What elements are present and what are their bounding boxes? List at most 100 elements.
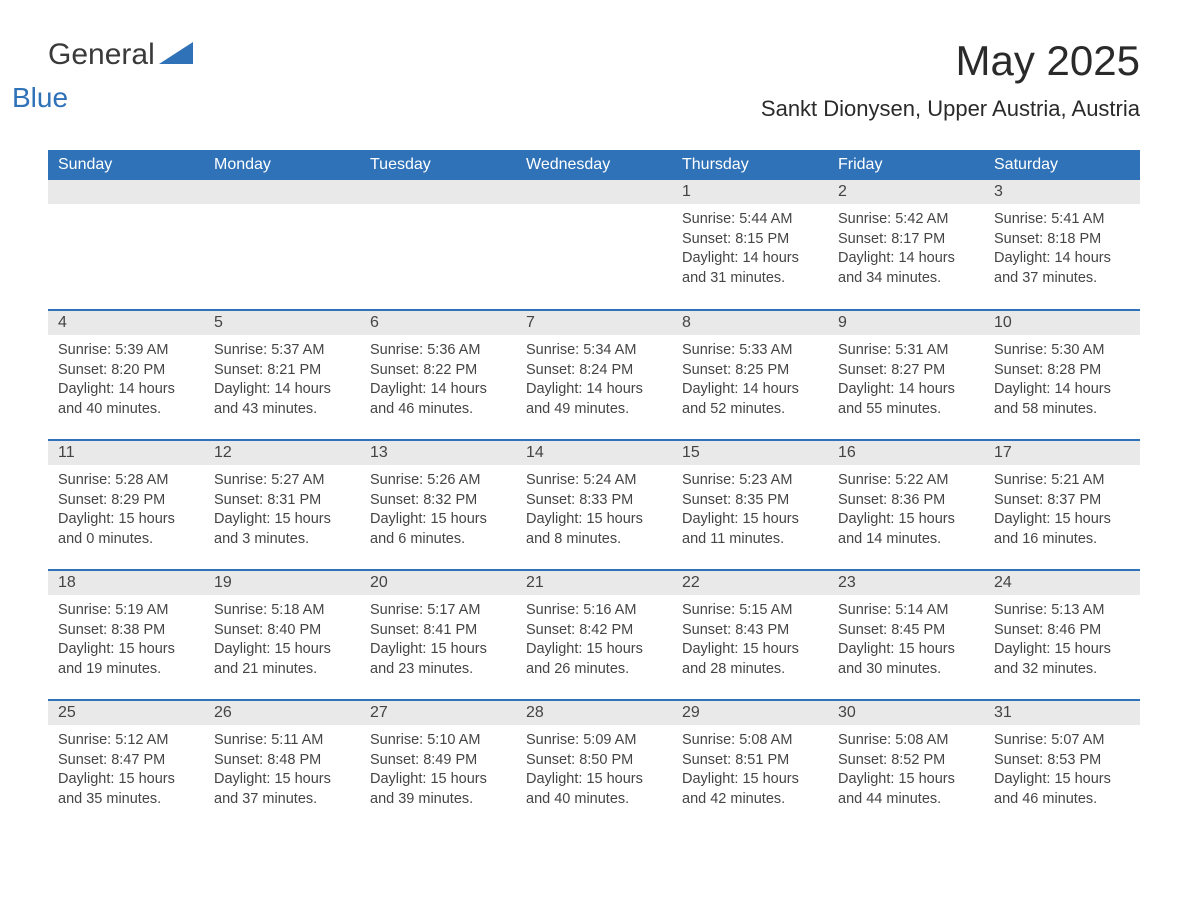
sunset-line: Sunset: 8:49 PM: [370, 751, 506, 771]
weekday-header-row: Sunday Monday Tuesday Wednesday Thursday…: [48, 150, 1140, 180]
daylight-line: Daylight: 14 hours and 43 minutes.: [214, 380, 350, 419]
day-number: 20: [360, 571, 516, 595]
sunrise-label: Sunrise:: [994, 211, 1051, 227]
weekday-header: Monday: [204, 150, 360, 180]
sunset-value: 8:17 PM: [891, 231, 945, 247]
sunrise-value: 5:33 AM: [739, 342, 792, 358]
sunrise-label: Sunrise:: [58, 472, 115, 488]
sunset-label: Sunset:: [682, 492, 735, 508]
sunset-line: Sunset: 8:45 PM: [838, 621, 974, 641]
sunset-line: Sunset: 8:51 PM: [682, 751, 818, 771]
daylight-line: Daylight: 15 hours and 28 minutes.: [682, 640, 818, 679]
sunrise-value: 5:16 AM: [583, 602, 636, 618]
sunset-label: Sunset:: [682, 752, 735, 768]
day-number: 2: [828, 180, 984, 204]
sunset-line: Sunset: 8:41 PM: [370, 621, 506, 641]
sunrise-label: Sunrise:: [838, 342, 895, 358]
daylight-line: Daylight: 14 hours and 34 minutes.: [838, 249, 974, 288]
day-details: Sunrise: 5:31 AMSunset: 8:27 PMDaylight:…: [828, 335, 984, 419]
sunrise-value: 5:34 AM: [583, 342, 636, 358]
sunset-line: Sunset: 8:47 PM: [58, 751, 194, 771]
day-number: 23: [828, 571, 984, 595]
sunset-line: Sunset: 8:38 PM: [58, 621, 194, 641]
calendar-day-cell: 23Sunrise: 5:14 AMSunset: 8:45 PMDayligh…: [828, 570, 984, 700]
sunset-label: Sunset:: [58, 752, 111, 768]
sunset-label: Sunset:: [994, 622, 1047, 638]
calendar-day-cell: 8Sunrise: 5:33 AMSunset: 8:25 PMDaylight…: [672, 310, 828, 440]
daylight-line: Daylight: 15 hours and 42 minutes.: [682, 770, 818, 809]
sunrise-label: Sunrise:: [370, 342, 427, 358]
daylight-label: Daylight:: [994, 771, 1054, 787]
sunrise-value: 5:41 AM: [1051, 211, 1104, 227]
day-number: 19: [204, 571, 360, 595]
day-number: 15: [672, 441, 828, 465]
sunset-value: 8:49 PM: [423, 752, 477, 768]
sunset-line: Sunset: 8:32 PM: [370, 491, 506, 511]
sunrise-line: Sunrise: 5:27 AM: [214, 471, 350, 491]
sunrise-value: 5:15 AM: [739, 602, 792, 618]
day-details: Sunrise: 5:16 AMSunset: 8:42 PMDaylight:…: [516, 595, 672, 679]
sunrise-line: Sunrise: 5:14 AM: [838, 601, 974, 621]
calendar-day-cell: 25Sunrise: 5:12 AMSunset: 8:47 PMDayligh…: [48, 700, 204, 830]
daylight-line: Daylight: 15 hours and 35 minutes.: [58, 770, 194, 809]
sunset-value: 8:33 PM: [579, 492, 633, 508]
sunrise-line: Sunrise: 5:21 AM: [994, 471, 1130, 491]
sunrise-value: 5:23 AM: [739, 472, 792, 488]
sunset-value: 8:15 PM: [735, 231, 789, 247]
sunset-value: 8:24 PM: [579, 362, 633, 378]
sunset-line: Sunset: 8:25 PM: [682, 361, 818, 381]
day-details: Sunrise: 5:34 AMSunset: 8:24 PMDaylight:…: [516, 335, 672, 419]
sunset-value: 8:28 PM: [1047, 362, 1101, 378]
calendar-day-cell: [360, 180, 516, 310]
brand-logo: General Blue: [48, 40, 193, 102]
location-subtitle: Sankt Dionysen, Upper Austria, Austria: [761, 96, 1140, 122]
sunrise-value: 5:27 AM: [271, 472, 324, 488]
sunrise-line: Sunrise: 5:22 AM: [838, 471, 974, 491]
day-number: 26: [204, 701, 360, 725]
day-details: Sunrise: 5:39 AMSunset: 8:20 PMDaylight:…: [48, 335, 204, 419]
calendar-day-cell: [516, 180, 672, 310]
sunrise-value: 5:13 AM: [1051, 602, 1104, 618]
sunset-label: Sunset:: [838, 231, 891, 247]
daylight-label: Daylight:: [682, 771, 742, 787]
sunset-line: Sunset: 8:15 PM: [682, 230, 818, 250]
calendar-day-cell: 14Sunrise: 5:24 AMSunset: 8:33 PMDayligh…: [516, 440, 672, 570]
day-details: Sunrise: 5:09 AMSunset: 8:50 PMDaylight:…: [516, 725, 672, 809]
daylight-line: Daylight: 14 hours and 52 minutes.: [682, 380, 818, 419]
day-details: Sunrise: 5:08 AMSunset: 8:51 PMDaylight:…: [672, 725, 828, 809]
sunrise-value: 5:24 AM: [583, 472, 636, 488]
sunset-value: 8:50 PM: [579, 752, 633, 768]
sunrise-line: Sunrise: 5:39 AM: [58, 341, 194, 361]
sunrise-value: 5:26 AM: [427, 472, 480, 488]
calendar-day-cell: 18Sunrise: 5:19 AMSunset: 8:38 PMDayligh…: [48, 570, 204, 700]
sunrise-value: 5:36 AM: [427, 342, 480, 358]
sunset-value: 8:18 PM: [1047, 231, 1101, 247]
sunrise-line: Sunrise: 5:36 AM: [370, 341, 506, 361]
calendar-day-cell: 21Sunrise: 5:16 AMSunset: 8:42 PMDayligh…: [516, 570, 672, 700]
daylight-label: Daylight:: [370, 511, 430, 527]
day-details: Sunrise: 5:12 AMSunset: 8:47 PMDaylight:…: [48, 725, 204, 809]
sunset-label: Sunset:: [838, 752, 891, 768]
daylight-label: Daylight:: [370, 381, 430, 397]
sunset-line: Sunset: 8:40 PM: [214, 621, 350, 641]
day-number: 12: [204, 441, 360, 465]
sunset-label: Sunset:: [838, 492, 891, 508]
sunrise-value: 5:08 AM: [895, 732, 948, 748]
sunset-label: Sunset:: [214, 622, 267, 638]
sunset-label: Sunset:: [994, 362, 1047, 378]
sunrise-line: Sunrise: 5:31 AM: [838, 341, 974, 361]
daylight-line: Daylight: 14 hours and 49 minutes.: [526, 380, 662, 419]
sunrise-value: 5:37 AM: [271, 342, 324, 358]
daylight-line: Daylight: 15 hours and 37 minutes.: [214, 770, 350, 809]
day-number: [516, 180, 672, 204]
weekday-header: Thursday: [672, 150, 828, 180]
calendar-week-row: 25Sunrise: 5:12 AMSunset: 8:47 PMDayligh…: [48, 700, 1140, 830]
sunset-value: 8:40 PM: [267, 622, 321, 638]
weekday-header: Sunday: [48, 150, 204, 180]
sunset-label: Sunset:: [214, 752, 267, 768]
sunset-value: 8:37 PM: [1047, 492, 1101, 508]
sunset-label: Sunset:: [994, 492, 1047, 508]
sunrise-line: Sunrise: 5:08 AM: [838, 731, 974, 751]
daylight-line: Daylight: 15 hours and 40 minutes.: [526, 770, 662, 809]
sunrise-label: Sunrise:: [214, 472, 271, 488]
